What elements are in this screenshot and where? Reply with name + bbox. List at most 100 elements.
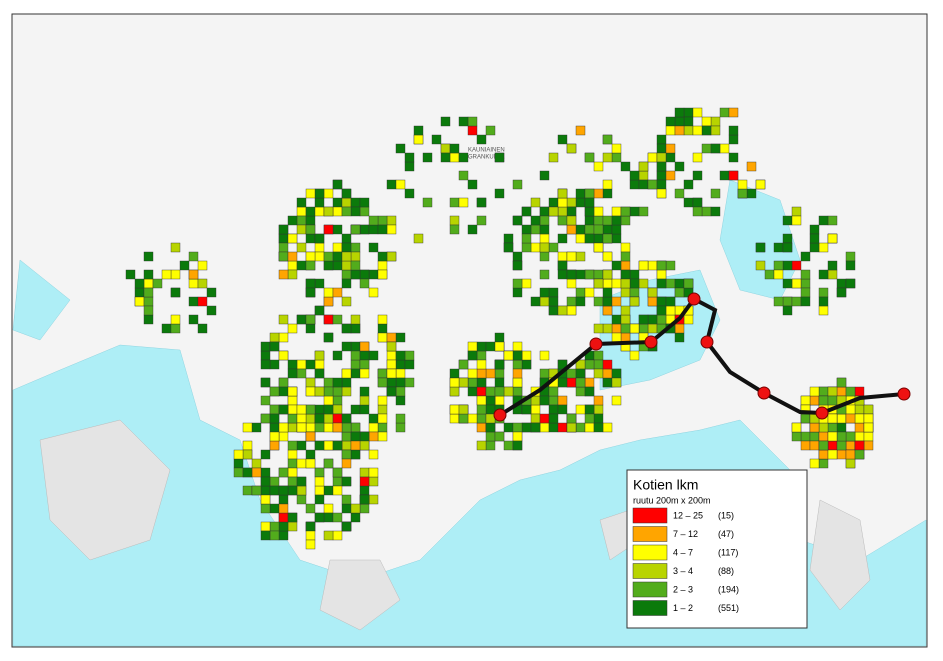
grid-cell [548, 242, 559, 253]
grid-cell [737, 179, 748, 190]
grid-cell [602, 305, 613, 316]
grid-cell [530, 296, 541, 307]
grid-cell [413, 125, 424, 136]
grid-cell [575, 251, 586, 262]
grid-cell [314, 359, 325, 370]
grid-cell [449, 197, 460, 208]
grid-cell [296, 260, 307, 271]
grid-cell [242, 440, 253, 451]
grid-cell [836, 431, 847, 442]
grid-cell [332, 512, 343, 523]
grid-cell [593, 395, 604, 406]
grid-cell [305, 377, 316, 388]
grid-cell [800, 296, 811, 307]
grid-cell [341, 260, 352, 271]
grid-cell [854, 431, 865, 442]
grid-cell [269, 359, 280, 370]
grid-cell [593, 206, 604, 217]
grid-cell [566, 278, 577, 289]
grid-cell [332, 530, 343, 541]
station [757, 386, 771, 400]
grid-cell [233, 458, 244, 469]
grid-cell [647, 179, 658, 190]
grid-cell [557, 269, 568, 280]
grid-cell [521, 242, 532, 253]
grid-cell [287, 422, 298, 433]
grid-cell [449, 215, 460, 226]
grid-cell [638, 206, 649, 217]
grid-cell [791, 278, 802, 289]
grid-cell [692, 170, 703, 181]
grid-cell [854, 440, 865, 451]
grid-cell [323, 377, 334, 388]
grid-cell [809, 422, 820, 433]
grid-cell [692, 152, 703, 163]
grid-cell [530, 404, 541, 415]
grid-cell [332, 467, 343, 478]
grid-cell [629, 179, 640, 190]
grid-cell [323, 386, 334, 397]
legend-title: Kotien lkm [633, 477, 698, 493]
grid-cell [593, 323, 604, 334]
grid-cell [161, 269, 172, 280]
grid-cell [809, 386, 820, 397]
grid-cell [728, 152, 739, 163]
grid-cell [539, 422, 550, 433]
grid-cell [170, 323, 181, 334]
grid-cell [791, 206, 802, 217]
grid-cell [665, 296, 676, 307]
grid-cell [287, 215, 298, 226]
grid-cell [467, 116, 478, 127]
grid-cell [278, 422, 289, 433]
grid-cell [818, 422, 829, 433]
grid-cell [620, 278, 631, 289]
grid-cell [440, 143, 451, 154]
grid-cell [377, 332, 388, 343]
grid-cell [269, 413, 280, 424]
grid-cell [539, 395, 550, 406]
grid-cell [305, 215, 316, 226]
grid-cell [539, 170, 550, 181]
grid-cell [395, 386, 406, 397]
grid-cell [395, 143, 406, 154]
grid-cell [377, 431, 388, 442]
grid-cell [404, 152, 415, 163]
grid-cell [566, 305, 577, 316]
grid-cell [197, 323, 208, 334]
grid-cell [674, 107, 685, 118]
grid-cell [269, 386, 280, 397]
grid-cell [278, 224, 289, 235]
grid-cell [800, 269, 811, 280]
grid-cell [134, 296, 145, 307]
grid-cell [557, 404, 568, 415]
grid-cell [728, 134, 739, 145]
grid-cell [314, 476, 325, 487]
grid-cell [557, 233, 568, 244]
legend-range: 7 – 12 [673, 529, 698, 539]
grid-cell [305, 539, 316, 550]
grid-cell [449, 143, 460, 154]
grid-cell [296, 359, 307, 370]
grid-cell [656, 314, 667, 325]
grid-cell [386, 341, 397, 352]
grid-cell [332, 251, 343, 262]
grid-cell [638, 314, 649, 325]
grid-cell [512, 386, 523, 397]
grid-cell [539, 251, 550, 262]
grid-cell [377, 323, 388, 334]
grid-cell [836, 377, 847, 388]
grid-cell [539, 368, 550, 379]
grid-cell [350, 251, 361, 262]
legend-swatch [632, 563, 668, 579]
grid-cell [125, 269, 136, 280]
grid-cell [656, 278, 667, 289]
grid-cell [377, 215, 388, 226]
grid-cell [836, 440, 847, 451]
grid-cell [305, 449, 316, 460]
grid-cell [512, 260, 523, 271]
grid-cell [809, 233, 820, 244]
grid-cell [575, 422, 586, 433]
grid-cell [845, 431, 856, 442]
grid-cell [548, 422, 559, 433]
grid-cell [638, 161, 649, 172]
